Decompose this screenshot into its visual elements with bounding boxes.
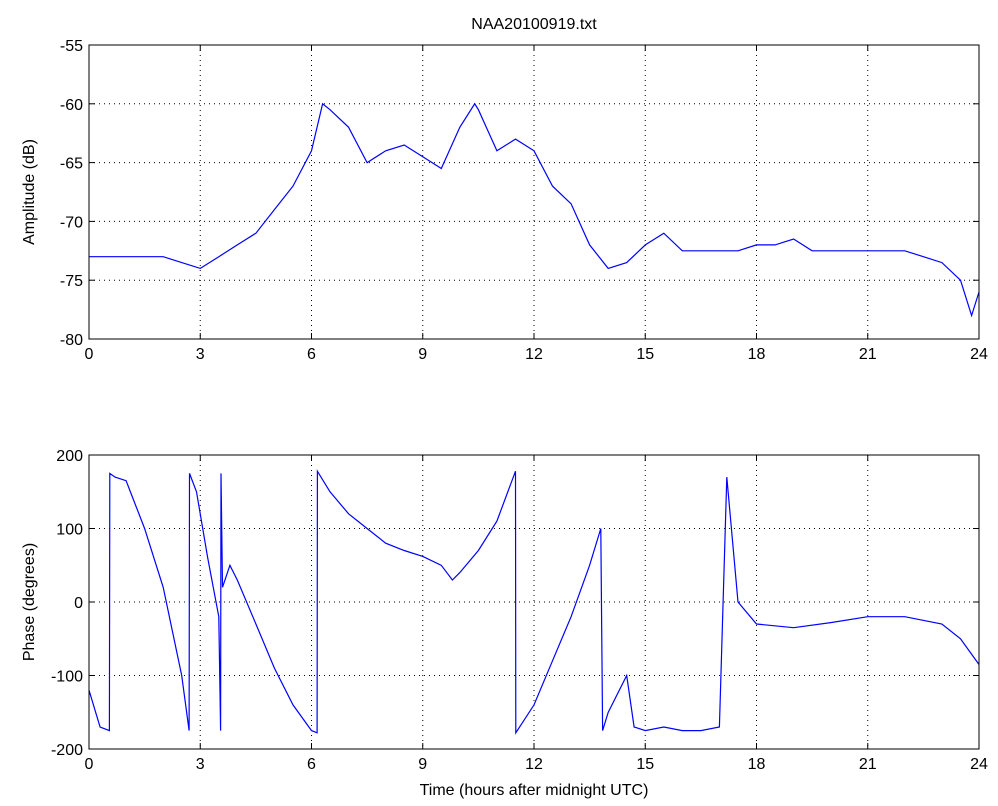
y-tick-label: -75 xyxy=(60,273,83,290)
plot-area xyxy=(89,45,979,339)
y-tick-label: -80 xyxy=(60,332,83,349)
x-tick-label: 0 xyxy=(85,346,94,363)
x-tick-label: 12 xyxy=(525,346,543,363)
x-tick-label: 6 xyxy=(307,346,316,363)
y-axis-label: Phase (degrees) xyxy=(21,543,38,661)
x-tick-label: 18 xyxy=(748,756,766,773)
axes-box xyxy=(88,454,980,750)
y-tick-label: -65 xyxy=(60,156,83,173)
axes-box xyxy=(88,44,980,340)
x-tick-label: 15 xyxy=(636,346,654,363)
x-tick-label: 3 xyxy=(196,756,205,773)
y-tick-label: -55 xyxy=(60,38,83,55)
data-line xyxy=(88,469,980,735)
x-tick-label: 15 xyxy=(636,756,654,773)
y-tick-label: -100 xyxy=(51,669,83,686)
y-tick-label: 100 xyxy=(56,522,83,539)
y-tick-label: 200 xyxy=(56,448,83,465)
x-tick-label: 21 xyxy=(859,346,877,363)
y-tick-label: -70 xyxy=(60,214,83,231)
data-line xyxy=(89,102,980,318)
x-tick-label: 0 xyxy=(85,756,94,773)
x-axis-label: Time (hours after midnight UTC) xyxy=(420,782,649,799)
x-tick-label: 21 xyxy=(859,756,877,773)
x-tick-label: 6 xyxy=(307,756,316,773)
x-tick-label: 18 xyxy=(748,346,766,363)
y-tick-label: 0 xyxy=(74,595,83,612)
chart-title: NAA20100919.txt xyxy=(471,16,597,33)
x-tick-label: 9 xyxy=(418,346,427,363)
x-tick-label: 24 xyxy=(970,756,988,773)
y-axis-label: Amplitude (dB) xyxy=(21,139,38,245)
y-tick-label: -60 xyxy=(60,97,83,114)
y-tick-label: -200 xyxy=(51,742,83,759)
x-tick-label: 24 xyxy=(970,346,988,363)
x-tick-label: 9 xyxy=(418,756,427,773)
x-tick-label: 3 xyxy=(196,346,205,363)
x-tick-label: 12 xyxy=(525,756,543,773)
